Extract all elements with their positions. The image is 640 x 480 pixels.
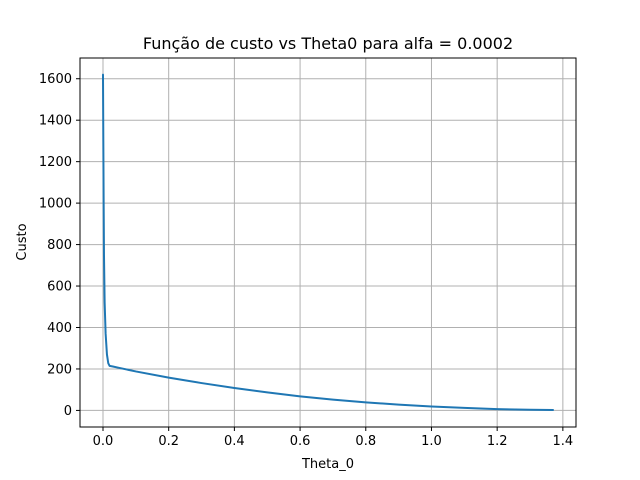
y-tick-label: 0 xyxy=(64,404,72,419)
x-tick-label: 1.4 xyxy=(553,434,574,449)
y-tick-label: 400 xyxy=(47,321,72,336)
y-tick-label: 200 xyxy=(47,362,72,377)
x-tick-label: 0.0 xyxy=(93,434,114,449)
y-axis: 0 200 400 600 800 1000 1200 1400 1600 xyxy=(39,72,80,419)
chart-title: Função de custo vs Theta0 para alfa = 0.… xyxy=(143,34,513,53)
x-axis: 0.0 0.2 0.4 0.6 0.8 1.0 1.2 1.4 xyxy=(93,427,574,449)
y-tick-label: 1400 xyxy=(39,114,72,129)
y-tick-label: 1200 xyxy=(39,155,72,170)
y-tick-label: 1000 xyxy=(39,197,72,212)
y-tick-label: 600 xyxy=(47,280,72,295)
cost-series-line xyxy=(101,73,555,411)
x-tick-label: 0.8 xyxy=(355,434,376,449)
y-tick-label: 1600 xyxy=(39,72,72,87)
y-tick-label: 800 xyxy=(47,238,72,253)
series-layer xyxy=(101,73,555,411)
x-tick-label: 1.0 xyxy=(421,434,442,449)
x-tick-label: 0.4 xyxy=(224,434,245,449)
x-tick-label: 0.6 xyxy=(290,434,311,449)
plot-frame xyxy=(79,57,577,428)
y-axis-label: Custo xyxy=(15,223,30,260)
x-axis-label: Theta_0 xyxy=(301,457,354,472)
grid xyxy=(80,58,576,427)
x-tick-label: 0.2 xyxy=(158,434,179,449)
x-tick-label: 1.2 xyxy=(487,434,508,449)
